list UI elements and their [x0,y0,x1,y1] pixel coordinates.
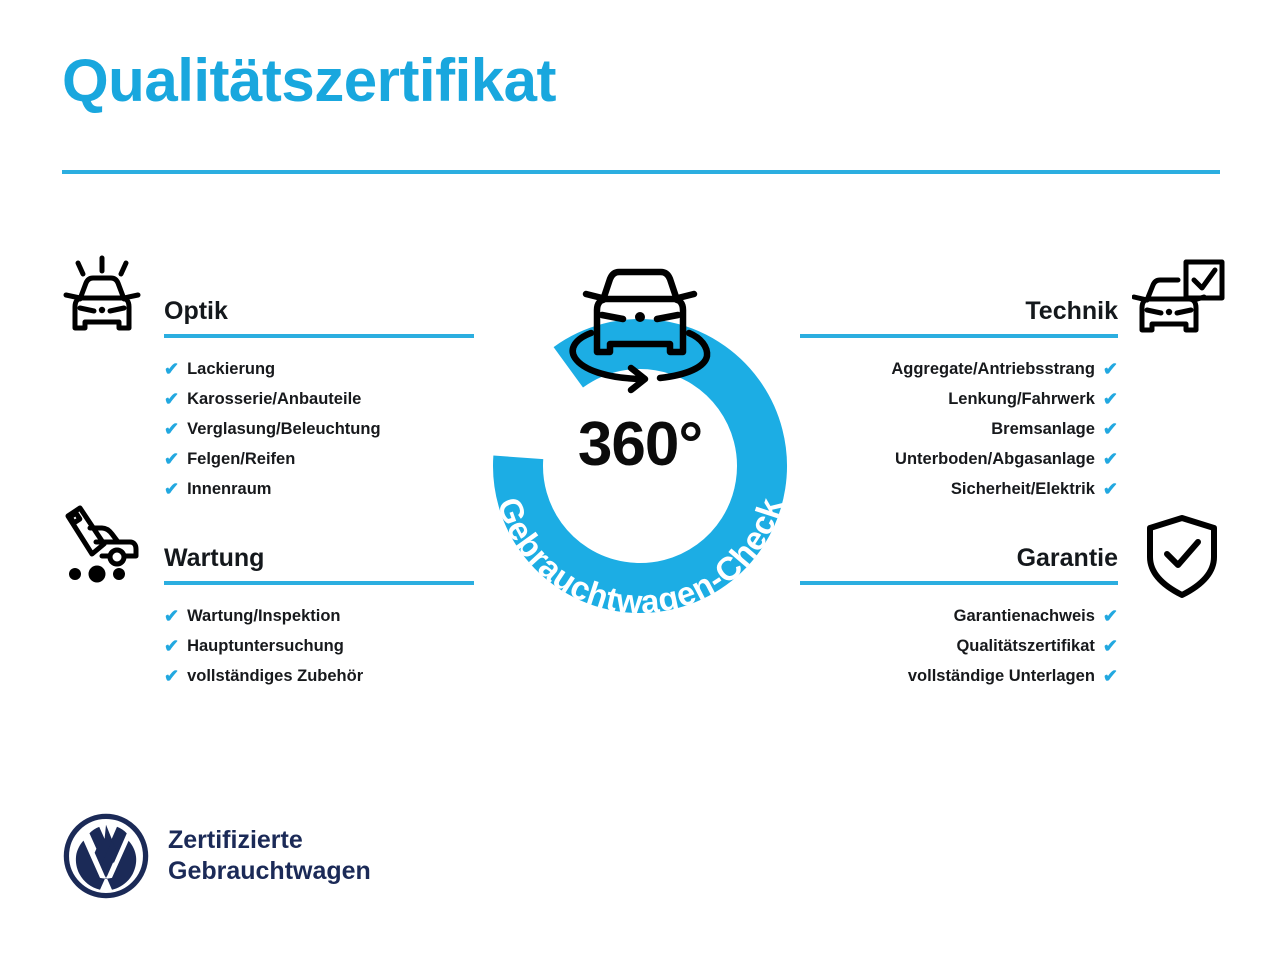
section-technik-title: Technik [1025,297,1118,325]
check-icon: ✔ [1102,666,1118,686]
check-icon: ✔ [1102,359,1118,379]
section-wartung-list: ✔ Wartung/Inspektion ✔ Hauptuntersuchung ✔… [164,601,474,691]
section-garantie-underline [800,581,1118,585]
section-wartung-underline [164,581,474,585]
car-rotate-icon [569,268,711,394]
header-divider [62,170,1220,174]
pencil-car-service-icon [56,500,148,592]
footer-text: Zertifizierte Gebrauchtwagen [168,825,371,887]
list-item-label: Verglasung/Beleuchtung [187,420,381,438]
list-item: Garantienachweis ✔ [800,601,1118,631]
check-icon: ✔ [1102,419,1118,439]
list-item-label: Lenkung/Fahrwerk [948,390,1095,408]
list-item: Aggregate/Antriebsstrang ✔ [800,354,1118,384]
footer-line-1: Zertifizierte [168,826,303,854]
list-item: vollständige Unterlagen ✔ [800,661,1118,691]
list-item: ✔ Lackierung [164,354,474,384]
check-icon: ✔ [164,359,180,379]
car-shine-icon [56,252,148,344]
footer-line-2: Gebrauchtwagen [168,857,371,885]
page-title: Qualitätszertifikat [62,47,556,114]
list-item: Lenkung/Fahrwerk ✔ [800,384,1118,414]
list-item-label: Aggregate/Antriebsstrang [891,360,1095,378]
check-icon: ✔ [1102,449,1118,469]
list-item-label: Hauptuntersuchung [187,637,344,655]
section-technik: Technik Aggregate/Antriebsstrang ✔ Lenkun… [800,296,1118,504]
check-icon: ✔ [164,449,180,469]
list-item: ✔ Wartung/Inspektion [164,601,474,631]
vw-certified-used-cars-logo: Zertifizierte Gebrauchtwagen [62,812,371,900]
check-icon: ✔ [164,606,180,626]
badge-ring: Gebrauchtwagen-Check [490,268,789,621]
section-wartung: Wartung ✔ Wartung/Inspektion ✔ Hauptunters… [164,543,474,691]
list-item: ✔ Karosserie/Anbauteile [164,384,474,414]
list-item-label: Sicherheit/Elektrik [950,480,1095,498]
list-item-label: Karosserie/Anbauteile [187,390,362,408]
list-item-label: Felgen/Reifen [187,450,296,468]
check-icon: ✔ [164,636,180,656]
section-garantie-title: Garantie [1016,544,1118,572]
section-optik: Optik ✔ Lackierung ✔ Karosserie/Anbauteile… [164,296,474,504]
vw-roundel-logo [63,813,149,899]
section-wartung-header: Wartung [164,543,474,587]
check-icon: ✔ [1102,606,1118,626]
list-item: ✔ Hauptuntersuchung [164,631,474,661]
check-icon: ✔ [1102,479,1118,499]
section-optik-underline [164,334,474,338]
check-icon: ✔ [164,666,180,686]
section-optik-header: Optik [164,296,474,340]
section-technik-underline [800,334,1118,338]
section-technik-list: Aggregate/Antriebsstrang ✔ Lenkung/Fahrwe… [800,354,1118,504]
check-icon: ✔ [164,479,180,499]
list-item: Qualitätszertifikat ✔ [800,631,1118,661]
check-icon: ✔ [164,419,180,439]
list-item-label: Innenraum [187,480,272,498]
list-item-label: Qualitätszertifikat [956,637,1095,655]
check-icon: ✔ [1102,636,1118,656]
section-garantie: Garantie Garantienachweis ✔ Qualitätszert… [800,543,1118,691]
section-optik-title: Optik [164,297,228,325]
list-item-label: vollständige Unterlagen [907,667,1095,685]
section-garantie-header: Garantie [800,543,1118,587]
list-item: ✔ Innenraum [164,474,474,504]
list-item: ✔ vollständiges Zubehör [164,661,474,691]
car-checkbox-icon [1131,256,1228,348]
section-wartung-title: Wartung [164,544,265,572]
360-check-badge: Gebrauchtwagen-Check 360° [455,248,825,633]
section-technik-header: Technik [800,296,1118,340]
list-item: Unterboden/Abgasanlage ✔ [800,444,1118,474]
list-item: Sicherheit/Elektrik ✔ [800,474,1118,504]
list-item-label: Garantienachweis [953,607,1095,625]
list-item-label: Unterboden/Abgasanlage [895,450,1095,468]
list-item-label: Bremsanlage [991,420,1095,438]
list-item: ✔ Felgen/Reifen [164,444,474,474]
check-icon: ✔ [1102,389,1118,409]
check-icon: ✔ [164,389,180,409]
list-item-label: Lackierung [187,360,276,378]
list-item: ✔ Verglasung/Beleuchtung [164,414,474,444]
list-item-label: Wartung/Inspektion [187,607,341,625]
section-optik-list: ✔ Lackierung ✔ Karosserie/Anbauteile ✔ Verg… [164,354,474,504]
shield-check-icon [1140,510,1224,602]
list-item: Bremsanlage ✔ [800,414,1118,444]
section-garantie-list: Garantienachweis ✔ Qualitätszertifikat ✔ v… [800,601,1118,691]
list-item-label: vollständiges Zubehör [187,667,364,685]
